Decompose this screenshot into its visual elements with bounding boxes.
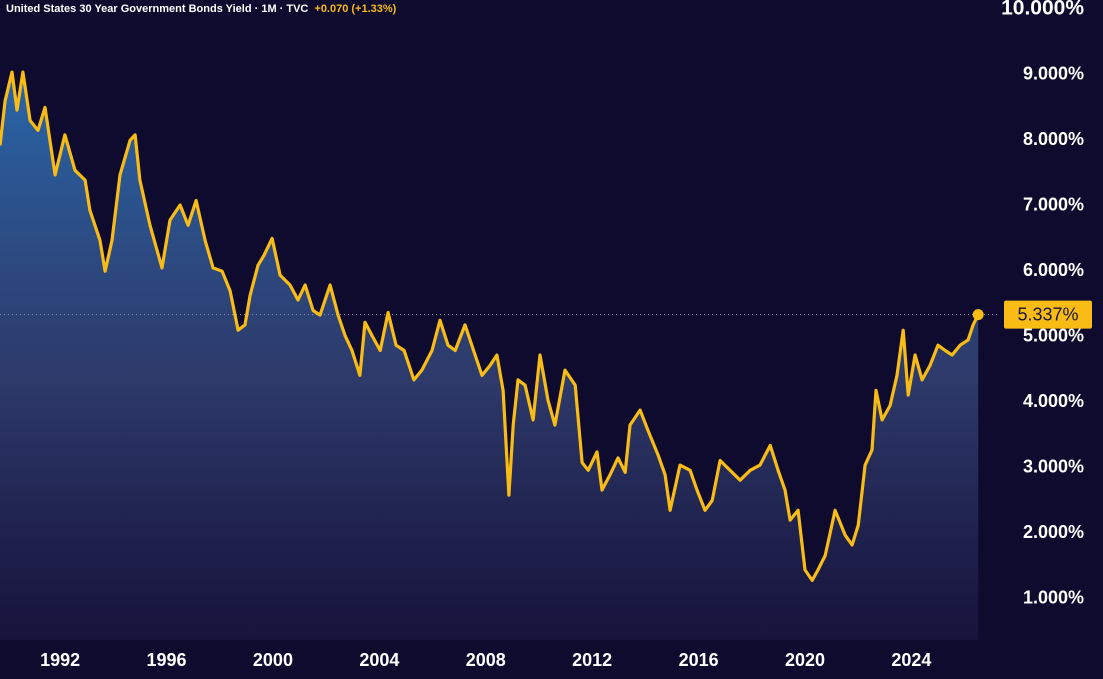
change: +0.070 (+1.33%) xyxy=(314,3,396,15)
y-tick-label: 5.000% xyxy=(1023,325,1084,345)
x-tick-label: 1992 xyxy=(40,650,80,670)
current-label: 5.337% xyxy=(1017,304,1078,324)
x-tick-label: 2004 xyxy=(359,650,399,670)
y-tick-label: 7.000% xyxy=(1023,194,1084,214)
area xyxy=(0,72,979,641)
x-tick-label: 2000 xyxy=(253,650,293,670)
x-tick-label: 2016 xyxy=(679,650,719,670)
y-tick-label: 3.000% xyxy=(1023,456,1084,476)
x-tick-label: 2020 xyxy=(785,650,825,670)
y-tick-label: 9.000% xyxy=(1023,63,1084,83)
x-tick-label: 2024 xyxy=(891,650,931,670)
x-tick-label: 2012 xyxy=(572,650,612,670)
y-tick-label: 2.000% xyxy=(1023,522,1084,542)
y-tick-label: 4.000% xyxy=(1023,391,1084,411)
x-tick-label: 1996 xyxy=(147,650,187,670)
y-tick-label: 8.000% xyxy=(1023,129,1084,149)
last-point xyxy=(972,309,984,321)
chart-title: United States 30 Year Government Bonds Y… xyxy=(6,3,308,15)
y-tick-label: 6.000% xyxy=(1023,260,1084,280)
current-label-box xyxy=(1004,300,1092,329)
y-tick-label: 1.000% xyxy=(1023,587,1084,607)
y-tick-label: 10.000% xyxy=(1001,0,1084,20)
x-tick-label: 2008 xyxy=(466,650,506,670)
line xyxy=(0,70,980,582)
